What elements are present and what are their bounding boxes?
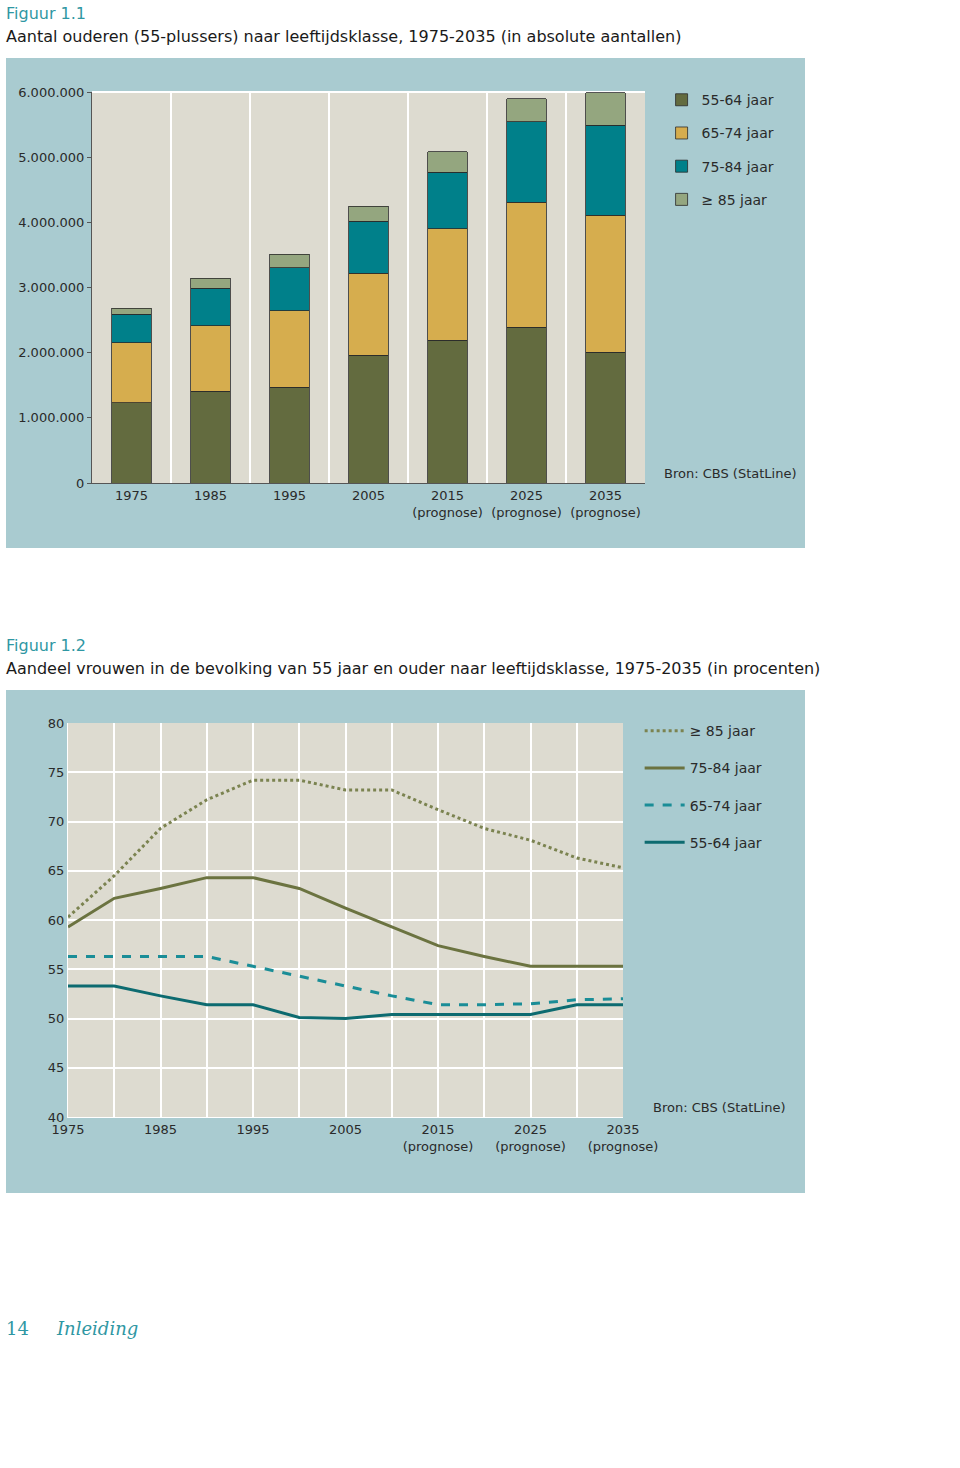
svg-text:60: 60 <box>48 913 65 928</box>
svg-text:1995: 1995 <box>236 1122 269 1137</box>
html-text:Inleiding: Inleiding <box>57 1318 139 1339</box>
svg-text:70: 70 <box>48 814 65 829</box>
svg-text:50: 50 <box>48 1011 65 1026</box>
svg-text:4.000.000: 4.000.000 <box>18 215 84 230</box>
svg-text:65-74 jaar: 65-74 jaar <box>702 125 774 141</box>
svg-text:2035(prognose): 2035(prognose) <box>570 488 641 520</box>
svg-text:65: 65 <box>48 863 65 878</box>
svg-text:2015(prognose): 2015(prognose) <box>412 488 483 520</box>
svg-text:75-84 jaar: 75-84 jaar <box>702 159 774 175</box>
svg-text:2.000.000: 2.000.000 <box>18 345 84 360</box>
svg-text:1985: 1985 <box>194 488 227 503</box>
svg-text:3.000.000: 3.000.000 <box>18 280 84 295</box>
html-text:14: 14 <box>6 1318 29 1339</box>
svg-text:55-64 jaar: 55-64 jaar <box>702 92 774 108</box>
svg-text:40: 40 <box>48 1110 65 1125</box>
svg-text:1975: 1975 <box>115 488 148 503</box>
svg-text:65-74 jaar: 65-74 jaar <box>690 798 762 814</box>
svg-text:80: 80 <box>48 716 65 731</box>
svg-text:≥ 85 jaar: ≥ 85 jaar <box>702 192 767 208</box>
html-text:Figuur 1.1: Figuur 1.1 <box>6 4 86 23</box>
svg-text:45: 45 <box>48 1060 65 1075</box>
svg-text:1.000.000: 1.000.000 <box>18 410 84 425</box>
html-text:Aandeel vrouwen in de bevolkin: Aandeel vrouwen in de bevolking van 55 j… <box>6 659 821 678</box>
svg-text:55-64 jaar: 55-64 jaar <box>690 835 762 851</box>
svg-text:1985: 1985 <box>144 1122 177 1137</box>
svg-text:2005: 2005 <box>352 488 385 503</box>
svg-text:2005: 2005 <box>329 1122 362 1137</box>
svg-text:5.000.000: 5.000.000 <box>18 150 84 165</box>
svg-text:2025(prognose): 2025(prognose) <box>495 1122 566 1154</box>
svg-text:Bron: CBS (StatLine): Bron: CBS (StatLine) <box>653 1100 785 1115</box>
svg-text:75: 75 <box>48 765 65 780</box>
html-text:Figuur 1.2: Figuur 1.2 <box>6 636 86 655</box>
svg-text:75-84 jaar: 75-84 jaar <box>690 760 762 776</box>
svg-text:Bron: CBS (StatLine): Bron: CBS (StatLine) <box>664 466 796 481</box>
svg-text:2025(prognose): 2025(prognose) <box>491 488 562 520</box>
html-text:Aantal ouderen (55-plussers) n: Aantal ouderen (55-plussers) naar leefti… <box>6 27 682 46</box>
svg-text:2015(prognose): 2015(prognose) <box>403 1122 474 1154</box>
svg-text:≥ 85 jaar: ≥ 85 jaar <box>690 723 755 739</box>
svg-text:0: 0 <box>76 476 84 491</box>
svg-text:1995: 1995 <box>273 488 306 503</box>
svg-text:6.000.000: 6.000.000 <box>18 85 84 100</box>
svg-text:55: 55 <box>48 962 65 977</box>
svg-text:2035(prognose): 2035(prognose) <box>588 1122 659 1154</box>
svg-text:1975: 1975 <box>51 1122 84 1137</box>
